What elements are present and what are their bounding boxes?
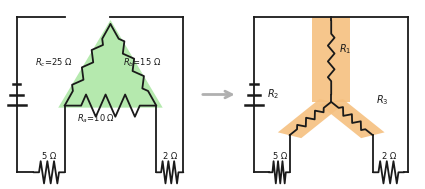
Text: $R_2$: $R_2$ xyxy=(266,88,279,101)
Text: 5 Ω: 5 Ω xyxy=(273,152,287,161)
Text: $R_1$: $R_1$ xyxy=(339,42,351,56)
Text: 2 Ω: 2 Ω xyxy=(163,152,177,161)
Text: $R_b$=15 Ω: $R_b$=15 Ω xyxy=(123,57,161,69)
Polygon shape xyxy=(58,20,163,108)
Polygon shape xyxy=(278,99,343,138)
Text: 2 Ω: 2 Ω xyxy=(382,152,397,161)
Polygon shape xyxy=(312,17,350,102)
Text: $R_3$: $R_3$ xyxy=(376,93,389,107)
Text: $R_c$=25 Ω: $R_c$=25 Ω xyxy=(35,57,73,69)
Polygon shape xyxy=(320,99,385,138)
Text: $R_a$=10 Ω: $R_a$=10 Ω xyxy=(77,112,115,125)
Text: 5 Ω: 5 Ω xyxy=(42,152,57,161)
